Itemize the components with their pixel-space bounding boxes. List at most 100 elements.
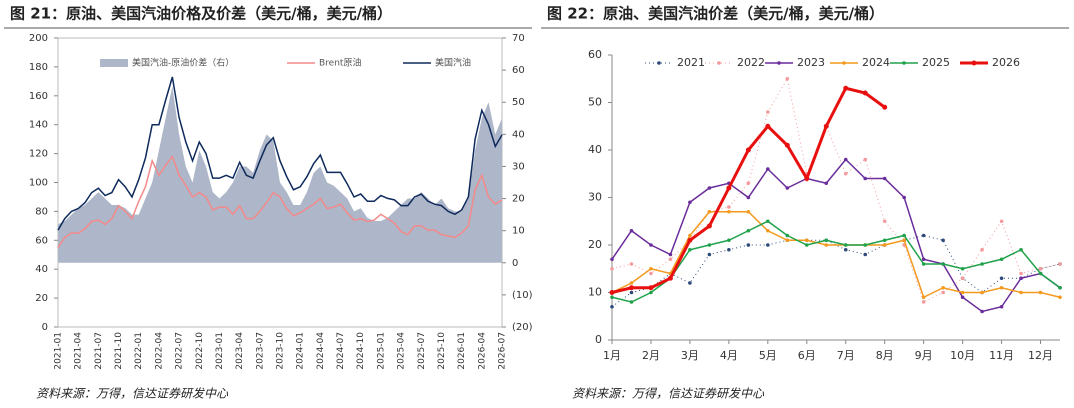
point	[746, 228, 751, 233]
point	[843, 157, 848, 162]
point	[746, 181, 751, 186]
x-tick-label: 2022-07	[175, 332, 185, 370]
point	[1038, 290, 1043, 295]
y2-tick-label: 70	[512, 33, 525, 44]
y-tick-label: 140	[29, 120, 48, 131]
point	[707, 243, 712, 247]
source: 资料来源：万得，信达证券研发中心	[572, 387, 765, 401]
point	[648, 285, 654, 291]
point	[784, 142, 790, 148]
point	[824, 181, 829, 186]
point	[999, 276, 1004, 281]
point	[745, 147, 751, 153]
series-line	[611, 77, 1061, 303]
chart-title: 图 21：原油、美国汽油价格及价差（美元/桶，美元/桶）	[10, 5, 392, 23]
point	[727, 247, 731, 252]
y-tick-label: 200	[29, 33, 48, 44]
x-tick-label: 2021-01	[54, 332, 64, 370]
x-tick-label: 2024-01	[296, 332, 306, 370]
y2-tick-label: 20	[512, 194, 525, 205]
x-tick-label: 2021-04	[74, 332, 84, 370]
point	[960, 295, 965, 300]
point	[999, 257, 1004, 262]
point	[1019, 276, 1023, 281]
legend-label: 2026	[992, 56, 1020, 69]
point	[766, 167, 770, 171]
point	[1038, 266, 1043, 271]
point	[687, 237, 693, 243]
y-tick-label: 120	[29, 149, 48, 160]
legend-label: 2023	[797, 56, 825, 69]
point	[824, 238, 829, 243]
x-tick-label: 7月	[837, 349, 855, 362]
x-tick-label: 2026-01	[457, 332, 467, 370]
x-tick-label: 2025-01	[376, 332, 386, 370]
point	[1019, 290, 1023, 295]
y-tick-label: 30	[588, 191, 602, 204]
point	[628, 285, 634, 291]
point	[726, 185, 732, 191]
point	[688, 200, 692, 205]
y2-tick-label: 40	[512, 129, 525, 140]
x-tick-label: 2022-04	[154, 332, 164, 370]
point	[1019, 247, 1023, 252]
y-tick-label: 20	[588, 238, 602, 251]
point	[882, 243, 887, 247]
x-tick-label: 2021-10	[114, 332, 124, 370]
point	[941, 262, 945, 266]
point	[902, 195, 906, 200]
y2-tick-label: (20)	[512, 322, 533, 333]
chart-title: 图 22：原油、美国汽油价差（美元/桶，美元/桶）	[547, 5, 884, 23]
x-tick-label: 2023-01	[215, 332, 225, 370]
point	[629, 262, 634, 266]
point	[785, 238, 790, 243]
point	[804, 238, 809, 243]
point	[960, 290, 965, 295]
point	[610, 304, 614, 309]
point	[707, 209, 712, 214]
x-tick-label: 2022-10	[195, 332, 205, 370]
point	[863, 176, 868, 181]
point	[980, 309, 984, 314]
x-tick-label: 2021-07	[94, 332, 104, 370]
point	[629, 300, 634, 304]
point	[921, 257, 926, 262]
x-tick-label: 2023-10	[276, 332, 286, 370]
point	[1038, 271, 1043, 276]
legend-label: 美国汽油	[435, 57, 471, 69]
x-tick-label: 2025-04	[397, 332, 407, 370]
point	[765, 123, 771, 129]
point	[766, 219, 770, 224]
y-tick-label: 100	[29, 178, 48, 189]
legend-marker	[777, 61, 781, 65]
point	[649, 290, 653, 295]
x-tick-label: 11月	[989, 349, 1014, 362]
y-tick-label: 50	[588, 96, 602, 109]
y2-tick-label: (10)	[512, 290, 533, 301]
point	[921, 233, 926, 238]
x-tick-label: 2月	[642, 349, 660, 362]
point	[823, 123, 829, 129]
point	[804, 243, 809, 247]
legend-label: 2025	[922, 56, 950, 69]
point	[843, 171, 848, 176]
point	[960, 276, 965, 281]
point	[785, 233, 790, 238]
series-line	[611, 211, 1061, 299]
x-tick-label: 9月	[915, 349, 933, 362]
point	[999, 304, 1004, 309]
point	[649, 243, 653, 247]
y2-tick-label: 50	[512, 97, 525, 108]
point	[668, 257, 673, 262]
point	[688, 247, 692, 252]
x-tick-label: 6月	[798, 349, 816, 362]
x-tick-label: 12月	[1028, 349, 1053, 362]
point	[1058, 262, 1062, 266]
point	[862, 90, 868, 96]
point	[902, 238, 906, 243]
point	[706, 223, 712, 229]
legend-label: 2021	[677, 56, 705, 69]
legend-marker	[842, 61, 846, 65]
legend-label: Brent原油	[319, 57, 361, 69]
point	[941, 238, 945, 243]
